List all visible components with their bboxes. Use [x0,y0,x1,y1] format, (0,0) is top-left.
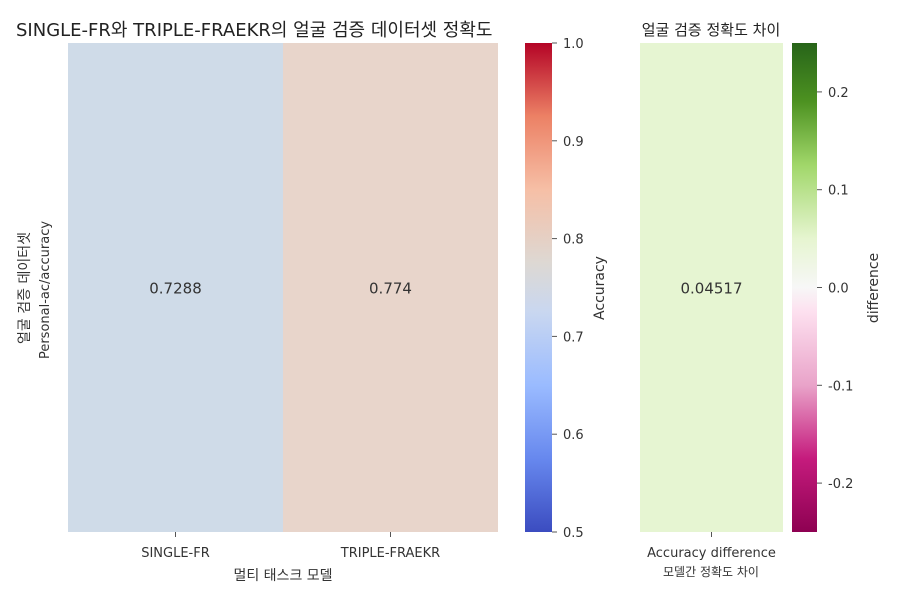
colorbar-tick-label: 0.6 [563,428,584,443]
colorbar-tick-label: -0.1 [828,379,853,394]
colorbar-tick-label: 0.5 [563,526,584,541]
colorbar-tick-label: 1.0 [563,37,584,52]
accuracy-x-axis-label: 멀티 태스크 모델 [233,568,332,584]
accuracy-heatmap-cells: 0.7288 SINGLE-FR 0.774 TRIPLE-FRAEKR [68,43,498,561]
colorbar-tick-label: 0.1 [828,184,849,199]
x-tick-label: Accuracy difference [647,546,776,561]
colorbar-tick-label: -0.2 [828,477,853,492]
difference-heatmap-cells: 0.04517 Accuracy difference [640,43,783,561]
accuracy-colorbar-label: Accuracy [592,256,608,320]
colorbar-tick-label: 0.7 [563,330,584,345]
accuracy-y-axis-label-line1: 얼굴 검증 데이터셋 [17,232,33,344]
heatmap-cell-0 [68,43,283,532]
accuracy-y-axis-label-line2: Personal-ac/accuracy [38,221,53,359]
difference-colorbar-label: difference [866,253,882,323]
difference-chart-title: 얼굴 검증 정확도 차이 [642,21,781,39]
accuracy-chart-title: SINGLE-FR와 TRIPLE-FRAEKR의 얼굴 검증 데이터셋 정확도 [16,20,492,41]
accuracy-colorbar: 0.5 0.6 0.7 0.8 0.9 1.0 Accuracy [525,37,608,541]
colorbar-tick-label: 0.0 [828,282,849,297]
accuracy-heatmap-panel: SINGLE-FR와 TRIPLE-FRAEKR의 얼굴 검증 데이터셋 정확도… [16,20,608,584]
colorbar-tick-label: 0.8 [563,233,584,248]
x-tick-label: TRIPLE-FRAEKR [340,546,440,561]
colorbar-tick-label: 0.2 [828,86,849,101]
difference-colorbar-gradient [792,43,817,532]
cell-value-label: 0.774 [369,280,412,298]
cell-value-label: 0.04517 [680,280,742,298]
accuracy-colorbar-gradient [525,43,552,532]
difference-colorbar-ticks: -0.2 -0.1 0.0 0.1 0.2 [817,86,853,492]
difference-x-axis-label: 모델간 정확도 차이 [663,565,759,579]
x-tick-label: SINGLE-FR [141,546,210,561]
cell-value-label: 0.7288 [149,280,202,298]
accuracy-colorbar-ticks: 0.5 0.6 0.7 0.8 0.9 1.0 [552,37,584,541]
difference-colorbar: -0.2 -0.1 0.0 0.1 0.2 difference [792,43,882,532]
heatmap-cell-1 [283,43,498,532]
heatmap-cell-0 [640,43,783,532]
colorbar-tick-label: 0.9 [563,135,584,150]
